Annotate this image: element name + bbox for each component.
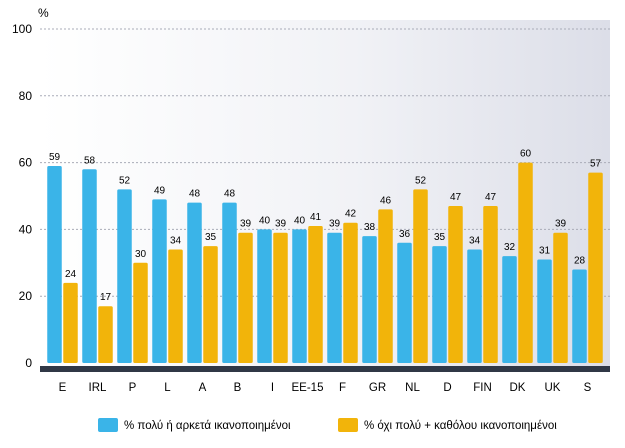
bar-series-1-L	[152, 199, 167, 363]
y-tick-labels: 0 20 40 60 80 100	[12, 22, 32, 370]
y-tick-label: 60	[19, 156, 33, 170]
y-tick-label: 20	[19, 289, 33, 303]
data-label: 52	[119, 175, 131, 186]
data-labels: 59 24 58 17 52 30 49 34 48 35 48 39 40 39 40 41 39 42 38 46…	[49, 149, 602, 304]
data-label: 42	[345, 209, 357, 220]
bar-series-1-D	[432, 246, 447, 363]
data-label: 49	[154, 185, 166, 196]
y-tick-label: 0	[25, 356, 32, 370]
bar-series-2-L	[168, 249, 183, 363]
y-tick-label: 40	[19, 222, 33, 236]
data-label: 31	[539, 245, 551, 256]
data-label: 35	[434, 232, 446, 243]
bar-series-2-NL	[413, 189, 428, 363]
data-label: 59	[49, 152, 61, 163]
x-axis-band	[40, 366, 610, 372]
legend-swatch-series-2	[338, 418, 358, 432]
bar-series-1-UK	[537, 259, 552, 363]
data-label: 34	[170, 235, 182, 246]
data-label: 58	[84, 155, 96, 166]
bar-series-2-GR	[378, 209, 393, 363]
category-label: FIN	[473, 382, 492, 394]
bar-series-1-I	[257, 229, 272, 363]
bar-series-1-EE-15	[292, 229, 307, 363]
data-label: 17	[100, 292, 112, 303]
category-label: L	[164, 382, 171, 394]
data-label: 52	[415, 175, 427, 186]
y-tick-label: 80	[19, 89, 33, 103]
data-label: 41	[310, 212, 322, 223]
grid-lines	[40, 28, 610, 297]
bars	[47, 162, 603, 363]
bar-series-1-A	[187, 202, 202, 363]
bar-series-1-P	[117, 189, 132, 363]
category-label: IRL	[89, 382, 108, 394]
bar-series-2-F	[343, 222, 358, 363]
bar-series-1-IRL	[82, 169, 97, 363]
legend-label-series-2: % όχι πολύ + καθόλου ικανοποιημένοι	[364, 420, 557, 432]
bar-series-2-IRL	[98, 306, 113, 363]
legend-swatch-series-1	[98, 418, 118, 432]
data-label: 47	[450, 192, 462, 203]
legend-label-series-1: % πολύ ή αρκετά ικανοποιημένοι	[124, 420, 291, 432]
data-label: 38	[364, 222, 376, 233]
bar-series-2-E	[63, 282, 78, 363]
category-label: DK	[510, 382, 526, 394]
bar-series-2-UK	[553, 232, 568, 363]
category-label: I	[271, 382, 274, 394]
bar-series-2-A	[203, 246, 218, 363]
data-label: 32	[504, 242, 516, 253]
category-label: F	[339, 382, 346, 394]
category-labels: E IRL P L A B I EE-15 F GR NL D FIN DK UK S	[59, 382, 592, 394]
bar-series-1-GR	[362, 236, 377, 363]
bar-series-1-B	[222, 202, 237, 363]
bar-series-1-FIN	[467, 249, 482, 363]
category-label: UK	[545, 382, 561, 394]
data-label: 57	[590, 159, 602, 170]
category-label: P	[129, 382, 137, 394]
bar-series-2-I	[273, 232, 288, 363]
data-label: 35	[205, 232, 217, 243]
bar-series-1-E	[47, 165, 62, 363]
bar-series-2-S	[588, 172, 603, 363]
data-label: 39	[329, 219, 341, 230]
data-label: 30	[135, 249, 147, 260]
bar-series-2-FIN	[483, 206, 498, 363]
category-label: S	[584, 382, 592, 394]
data-label: 47	[485, 192, 497, 203]
bar-series-2-DK	[518, 162, 533, 363]
data-label: 34	[469, 235, 481, 246]
data-label: 60	[520, 149, 532, 160]
category-label: GR	[369, 382, 386, 394]
category-label: EE-15	[292, 382, 324, 394]
y-tick-label: 100	[12, 22, 32, 36]
category-label: NL	[405, 382, 420, 394]
category-label: A	[199, 382, 207, 394]
data-label: 24	[65, 269, 77, 280]
data-label: 48	[189, 189, 201, 200]
bar-series-2-D	[448, 206, 463, 363]
data-label: 39	[240, 219, 252, 230]
data-label: 40	[294, 215, 306, 226]
y-axis-label: %	[38, 6, 49, 20]
category-label: B	[234, 382, 242, 394]
bar-series-1-S	[572, 269, 587, 363]
bar-series-2-EE-15	[308, 226, 323, 363]
data-label: 48	[224, 189, 236, 200]
category-label: D	[443, 382, 451, 394]
bar-series-1-NL	[397, 242, 412, 363]
bar-series-2-P	[133, 262, 148, 363]
data-label: 28	[574, 255, 586, 266]
bar-series-1-F	[327, 232, 342, 363]
bar-series-2-B	[238, 232, 253, 363]
data-label: 46	[380, 195, 392, 206]
bar-series-1-DK	[502, 256, 517, 363]
data-label: 39	[555, 219, 567, 230]
data-label: 40	[259, 215, 271, 226]
data-label: 39	[275, 219, 287, 230]
category-label: E	[59, 382, 67, 394]
legend: % πολύ ή αρκετά ικανοποιημένοι % όχι πολ…	[98, 418, 557, 432]
data-label: 36	[399, 229, 411, 240]
